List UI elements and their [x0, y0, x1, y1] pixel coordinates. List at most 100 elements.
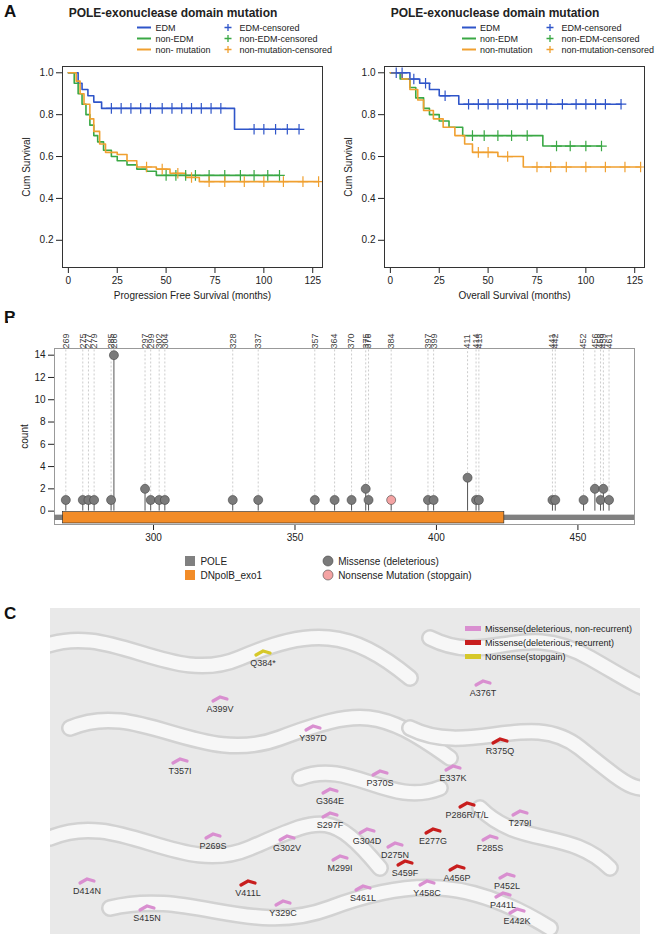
svg-text:461: 461: [604, 333, 614, 348]
svg-text:75: 75: [531, 275, 543, 286]
svg-text:Q384*: Q384*: [250, 658, 276, 668]
svg-text:25: 25: [434, 275, 446, 286]
svg-text:A399V: A399V: [206, 704, 233, 714]
svg-text:304: 304: [160, 333, 170, 348]
svg-text:G302V: G302V: [273, 843, 301, 853]
svg-text:75: 75: [209, 275, 221, 286]
svg-text:125: 125: [626, 275, 643, 286]
svg-text:A456P: A456P: [443, 873, 470, 883]
svg-text:0: 0: [388, 275, 394, 286]
svg-text:G304D: G304D: [353, 836, 382, 846]
html-text:POLE: POLE: [200, 555, 228, 567]
svg-text:269: 269: [61, 333, 71, 348]
svg-text:Progression Free Survival (mon: Progression Free Survival (months): [114, 290, 271, 301]
svg-text:P452L: P452L: [494, 881, 520, 891]
svg-text:1.0: 1.0: [362, 67, 376, 78]
svg-text:376: 376: [363, 333, 373, 348]
svg-text:F285S: F285S: [477, 843, 504, 853]
svg-text:0.4: 0.4: [362, 193, 376, 204]
svg-text:370: 370: [346, 333, 356, 348]
svg-text:8: 8: [40, 416, 46, 427]
svg-text:S415N: S415N: [133, 913, 161, 923]
svg-text:415: 415: [474, 333, 484, 348]
svg-text:P286R/T/L: P286R/T/L: [445, 810, 488, 820]
svg-text:S461L: S461L: [350, 893, 376, 903]
svg-text:4: 4: [40, 461, 46, 472]
svg-text:S297F: S297F: [317, 820, 344, 830]
svg-text:Missense(deleterious, non-recu: Missense(deleterious, non-recurrent): [485, 624, 632, 634]
svg-text:0.4: 0.4: [40, 193, 54, 204]
svg-text:E442K: E442K: [503, 916, 530, 926]
svg-text:286: 286: [109, 333, 119, 348]
html-text:A: A: [4, 2, 17, 21]
html-text:EDM: EDM: [155, 22, 176, 33]
svg-text:357: 357: [310, 333, 320, 348]
html-text:Missense (deleterious): Missense (deleterious): [338, 555, 439, 567]
svg-text:A376T: A376T: [470, 688, 497, 698]
svg-text:Overall Survival (months): Overall Survival (months): [458, 290, 570, 301]
svg-text:M299I: M299I: [327, 863, 352, 873]
svg-text:2: 2: [40, 483, 46, 494]
html-text:DNpolB_exo1: DNpolB_exo1: [200, 569, 263, 581]
svg-text:100: 100: [578, 275, 595, 286]
svg-text:384: 384: [386, 333, 396, 348]
svg-text:Nonsense(stopgain): Nonsense(stopgain): [485, 652, 566, 662]
svg-text:14: 14: [34, 349, 46, 360]
svg-text:E277G: E277G: [419, 836, 447, 846]
svg-text:Y458C: Y458C: [413, 888, 441, 898]
svg-text:328: 328: [228, 333, 238, 348]
svg-text:6: 6: [40, 438, 46, 449]
svg-text:Y397D: Y397D: [299, 733, 327, 743]
svg-text:337: 337: [253, 333, 263, 348]
svg-text:D414N: D414N: [73, 886, 101, 896]
svg-text:Cum Survival: Cum Survival: [21, 137, 32, 196]
svg-text:400: 400: [428, 532, 445, 543]
svg-text:T357I: T357I: [168, 766, 191, 776]
svg-text:0.8: 0.8: [40, 109, 54, 120]
svg-text:R375Q: R375Q: [486, 746, 515, 756]
svg-text:E337K: E337K: [439, 773, 466, 783]
svg-text:V411L: V411L: [235, 888, 260, 898]
html-text:POLE-exonuclease domain mutati: POLE-exonuclease domain mutation: [68, 6, 278, 20]
svg-text:G364E: G364E: [316, 796, 344, 806]
svg-text:50: 50: [483, 275, 495, 286]
html-text:POLE-exonuclease domain mutati: POLE-exonuclease domain mutation: [390, 6, 600, 20]
svg-text:300: 300: [145, 532, 162, 543]
svg-text:279: 279: [89, 333, 99, 348]
svg-text:Cum Survival: Cum Survival: [343, 137, 354, 196]
svg-text:0.6: 0.6: [40, 151, 54, 162]
svg-text:S459F: S459F: [392, 868, 419, 878]
svg-text:100: 100: [256, 275, 273, 286]
svg-text:Y329C: Y329C: [269, 908, 297, 918]
svg-text:0.2: 0.2: [362, 234, 376, 245]
svg-text:50: 50: [161, 275, 173, 286]
html-text:Nonsense Mutation (stopgain): Nonsense Mutation (stopgain): [338, 569, 472, 581]
svg-text:12: 12: [34, 372, 46, 383]
svg-text:count: count: [19, 424, 30, 449]
svg-text:364: 364: [329, 333, 339, 348]
html-text:non- mutation: non- mutation: [155, 44, 211, 55]
svg-text:25: 25: [112, 275, 124, 286]
html-text:B: B: [4, 308, 17, 327]
html-text:C: C: [4, 604, 17, 623]
svg-text:Missense(deleterious, recurren: Missense(deleterious, recurrent): [485, 638, 614, 648]
svg-text:450: 450: [570, 532, 587, 543]
svg-text:452: 452: [578, 333, 588, 348]
svg-text:P269S: P269S: [199, 841, 226, 851]
svg-text:0.8: 0.8: [362, 109, 376, 120]
svg-text:399: 399: [429, 333, 439, 348]
svg-text:D275N: D275N: [381, 850, 409, 860]
html-text:non-EDM: non-EDM: [155, 33, 194, 44]
svg-text:0.6: 0.6: [362, 151, 376, 162]
svg-text:125: 125: [304, 275, 321, 286]
svg-text:0: 0: [40, 505, 46, 516]
svg-text:350: 350: [287, 532, 304, 543]
svg-text:0.2: 0.2: [40, 234, 54, 245]
svg-text:442: 442: [550, 333, 560, 348]
svg-text:1.0: 1.0: [40, 67, 54, 78]
svg-text:10: 10: [34, 394, 46, 405]
svg-text:P441L: P441L: [490, 900, 516, 910]
svg-text:P370S: P370S: [366, 778, 393, 788]
svg-text:0: 0: [66, 275, 72, 286]
svg-text:T279I: T279I: [508, 818, 531, 828]
